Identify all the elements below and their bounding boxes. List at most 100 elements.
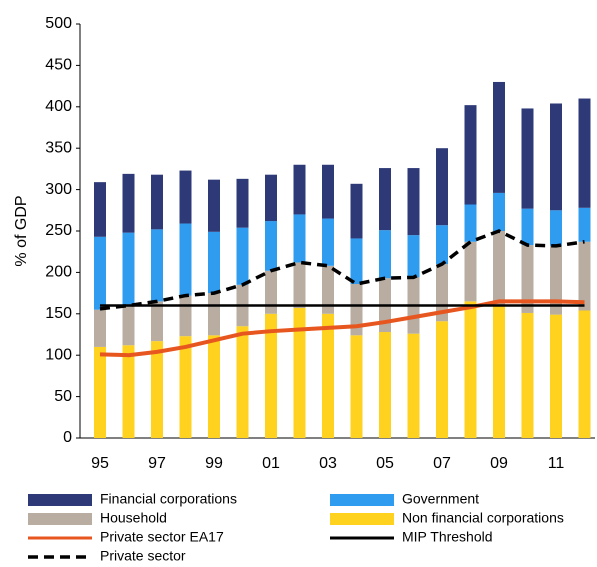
line-series (99, 229, 585, 311)
y-tick-label: 450 (45, 57, 72, 74)
bar-segment (436, 148, 448, 226)
bar-segment (464, 241, 477, 302)
bar-segment (122, 173, 135, 233)
bar-segment (236, 326, 249, 438)
bar-segment (521, 312, 534, 438)
bar-segment (350, 283, 363, 336)
bar-segment (379, 230, 391, 279)
x-tick-label: 95 (91, 455, 109, 472)
bar-segment (94, 346, 106, 438)
legend-label: Financial corporations (100, 491, 237, 507)
bar-segment (521, 208, 534, 246)
bar-segment (236, 227, 249, 285)
y-tick-label: 150 (45, 305, 72, 322)
bar-segment (236, 178, 249, 228)
y-tick-label: 50 (54, 388, 72, 405)
bar-segment (265, 221, 277, 271)
bar-segment (293, 214, 306, 263)
bar-segment (208, 179, 220, 232)
bar-segment (379, 332, 391, 438)
bar-segment (578, 310, 591, 438)
bar-segment (122, 232, 135, 306)
bar-segment (464, 301, 477, 438)
bar-segment (265, 313, 277, 438)
bar-segment (436, 264, 448, 322)
bar-segment (151, 301, 163, 342)
bar-segment (208, 335, 220, 438)
bar-segment (350, 238, 363, 284)
bar-segment (521, 108, 534, 209)
bar-segment (94, 182, 106, 237)
bar-segment (265, 270, 277, 314)
legend-label: MIP Threshold (402, 529, 493, 545)
bar-segment (151, 174, 163, 230)
y-axis-label: % of GDP (13, 195, 30, 266)
bar-segment (550, 103, 562, 211)
bar-segment (464, 204, 477, 242)
y-tick-label: 100 (45, 346, 72, 363)
x-tick-label: 05 (376, 455, 394, 472)
legend-swatch (28, 513, 92, 525)
bar-segment (550, 210, 562, 246)
bar-segment (493, 305, 505, 438)
bar-segment (265, 174, 277, 222)
legend-swatch (330, 513, 394, 525)
x-tick-label: 09 (490, 455, 508, 472)
bar-segment (550, 245, 562, 315)
bar-segment (578, 98, 591, 208)
bar-segment (436, 321, 448, 438)
bar-segment (379, 168, 391, 231)
bar-segment (493, 231, 505, 306)
bar-segment (350, 335, 363, 438)
bar-segment (94, 236, 106, 310)
line-series (99, 299, 585, 358)
bar-segment (293, 262, 306, 309)
bar-segment (208, 231, 220, 294)
legend-label: Household (100, 510, 167, 526)
legend-label: Non financial corporations (402, 510, 564, 526)
bar-segment (293, 308, 306, 438)
legend-swatch (28, 494, 92, 506)
bar-segment (578, 207, 591, 242)
y-tick-label: 0 (63, 429, 72, 446)
bar-segment (179, 223, 192, 296)
x-tick-label: 01 (262, 455, 280, 472)
y-tick-label: 400 (45, 98, 72, 115)
legend-label: Private sector (100, 548, 186, 564)
bar-segment (322, 313, 334, 438)
y-tick-label: 200 (45, 264, 72, 281)
bar-segment (407, 235, 420, 278)
x-tick-label: 99 (205, 455, 223, 472)
bar-segment (464, 105, 477, 205)
x-tick-label: 03 (319, 455, 337, 472)
bar-segment (493, 81, 505, 193)
y-tick-label: 300 (45, 181, 72, 198)
bar-segment (322, 164, 334, 219)
bar-segment (550, 314, 562, 438)
bar-segment (122, 305, 135, 346)
bar-segment (122, 345, 135, 438)
x-tick-label: 97 (148, 455, 166, 472)
y-tick-label: 250 (45, 222, 72, 239)
bar-segment (493, 192, 505, 231)
x-tick-label: 11 (548, 455, 565, 472)
y-tick-label: 350 (45, 139, 72, 156)
bar-segment (293, 164, 306, 215)
bar-segment (521, 245, 534, 313)
legend-swatch (330, 494, 394, 506)
legend-label: Private sector EA17 (100, 529, 224, 545)
bar-segment (151, 341, 163, 438)
bar-segment (322, 265, 334, 314)
bar-segment (407, 333, 420, 438)
x-tick-label: 07 (433, 455, 451, 472)
bar-segment (179, 170, 192, 224)
bar-segment (407, 168, 420, 236)
legend-label: Government (402, 491, 479, 507)
bar-segment (94, 309, 106, 347)
bar-segment (151, 229, 163, 302)
bar-segment (322, 218, 334, 266)
bar-segment (179, 336, 192, 438)
bar-segment (578, 241, 591, 311)
bar-segment (208, 293, 220, 336)
